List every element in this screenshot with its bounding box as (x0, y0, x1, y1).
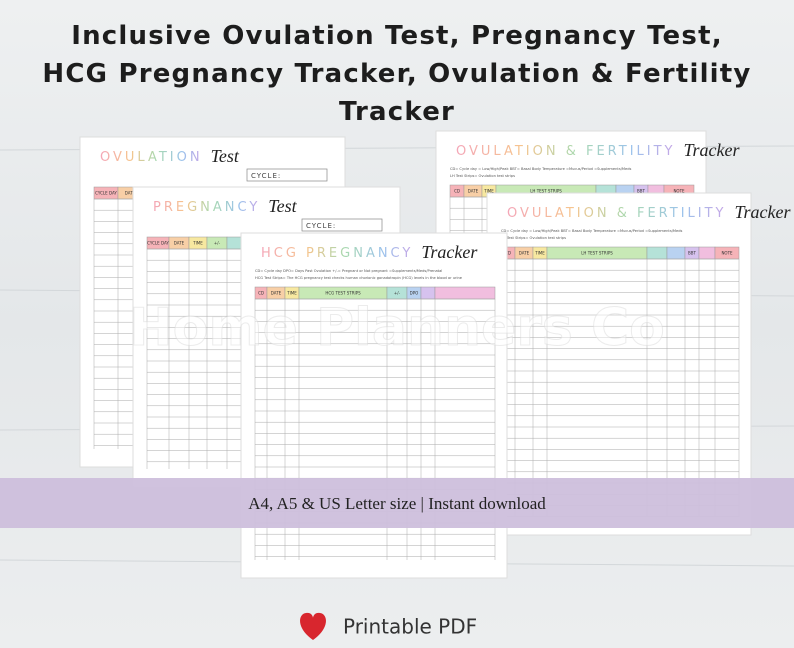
page-title-script: Tracker (683, 140, 740, 160)
cycle-field (246, 168, 328, 182)
column-header: TIME (192, 241, 203, 246)
legend-line: HCG Test Strips= The HCG pregnancy test … (255, 276, 463, 280)
column-header: DATE (271, 291, 282, 296)
cycle-label: CYCLE: (251, 172, 281, 180)
page-title: HCG PREGNANCY (261, 246, 413, 261)
header-cell (646, 246, 668, 260)
header-cell (666, 246, 686, 260)
column-header: CD (454, 189, 460, 194)
footer-text: Printable PDF (343, 615, 477, 639)
watermark: Home Planners Co (129, 298, 665, 358)
heart-icon (300, 612, 326, 640)
legend-line: LH Test Strips= Ovulation test strips (450, 174, 515, 178)
column-header: +/- (214, 241, 221, 246)
column-header: CYCLE DAY (95, 191, 117, 196)
column-header: BBT (688, 251, 696, 256)
column-header: LH TEST STRIPS (530, 189, 562, 194)
page-title: PREGNANCY (153, 200, 260, 215)
cycle-label: CYCLE: (306, 222, 336, 230)
column-header: DATE (519, 251, 530, 256)
column-header: TIME (483, 189, 494, 194)
legend-line: CD= Cycle day = Low/High/Peak BBT= Basal… (501, 229, 683, 233)
column-header: NOTE (721, 251, 733, 256)
column-header: +/- (394, 291, 401, 296)
planner-page: OVULATION & FERTILITY Tracker CD= Cycle da… (486, 192, 791, 536)
page-title-script: Tracker (421, 242, 478, 262)
title-line: Tracker (339, 97, 455, 127)
page-title: OVULATION & FERTILITY (507, 206, 726, 221)
column-header: LH TEST STRIPS (581, 251, 613, 256)
cycle-field (301, 218, 383, 232)
legend-line: CD= Cycle day = Low/High/Peak BBT= Basal… (450, 167, 632, 171)
page-title-script: Test (268, 196, 297, 216)
legend-line: LH Test Strips= Ovulation test strips (501, 236, 566, 240)
legend-line: CD= Cycle day DPO= Days Past Ovulation +… (255, 269, 442, 273)
page-title: OVULATION (100, 150, 203, 165)
column-header: CD (258, 291, 264, 296)
page-title-script: Tracker (734, 202, 791, 222)
column-header: DATE (468, 189, 479, 194)
column-header: DPO (410, 291, 419, 296)
column-header: CD (505, 251, 511, 256)
header-cell (698, 246, 716, 260)
column-header: CYCLE DAY (147, 241, 169, 246)
column-header: TIME (286, 291, 297, 296)
column-header: TIME (534, 251, 545, 256)
page-title-script: Test (211, 146, 240, 166)
column-header: DATE (174, 241, 185, 246)
column-header: BBT (637, 189, 645, 194)
page-title: OVULATION & FERTILITY (456, 144, 675, 159)
title-line: Inclusive Ovulation Test, Pregnancy Test… (71, 21, 723, 51)
title-line: HCG Pregnancy Tracker, Ovulation & Ferti… (42, 59, 751, 89)
column-header: DATE (125, 191, 136, 196)
column-header: NOTE (673, 189, 685, 194)
column-header: HCG TEST STRIPS (325, 291, 361, 296)
banner-text: A4, A5 & US Letter size | Instant downlo… (248, 494, 546, 513)
banner (0, 478, 794, 528)
